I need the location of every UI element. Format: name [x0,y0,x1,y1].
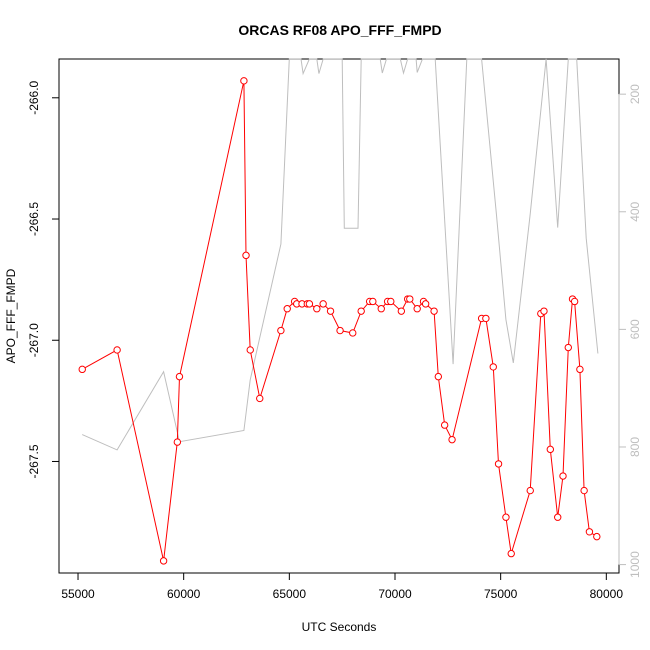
data-point [397,307,406,315]
data-point [430,307,438,315]
data-point [570,297,579,306]
secondary-y-axis: 200 400 600 800 1000 [618,84,642,578]
data-point [349,329,357,337]
data-point [256,394,264,403]
data-point [482,314,490,323]
series-line [81,80,598,562]
secondary-y-tick-label: 600 [628,319,642,339]
x-tick-label: 80000 [590,587,624,601]
data-point [554,513,562,521]
data-point [319,300,327,308]
data-point [357,307,365,315]
data-point [507,549,515,558]
chart-title: ORCAS RF08 APO_FFF_FMPD [238,22,441,38]
secondary-y-tick-label: 200 [628,84,642,104]
y-tick-label: -266.0 [27,80,41,114]
series-layer [78,58,601,565]
y-tick-label: -267.0 [27,323,41,357]
primary-series [78,77,601,565]
data-point [277,326,285,335]
data-point [540,307,548,315]
data-point [173,438,182,446]
x-tick-label: 55000 [61,587,95,601]
data-point [526,486,534,495]
data-point [576,365,584,374]
data-point [305,300,314,308]
x-axis-label: UTC Seconds [302,620,377,634]
data-point [440,421,449,429]
x-axis: 55000 60000 65000 70000 75000 80000 [61,572,624,601]
secondary-y-tick-label: 400 [628,201,642,221]
data-point [283,305,291,313]
y-axis-label: APO_FFF_FMPD [4,268,18,363]
secondary-y-tick-label: 800 [628,437,642,457]
data-point [546,445,555,454]
data-point [559,472,567,480]
data-point [113,346,121,354]
data-point [175,372,184,381]
data-point [240,77,248,85]
data-point [159,557,168,565]
series-line [81,58,599,451]
data-point [585,528,594,536]
data-point [421,300,430,308]
x-tick-label: 70000 [378,587,412,601]
y-tick-label: -266.5 [27,202,41,236]
y-tick-label: -267.5 [27,444,41,478]
data-point [313,305,321,313]
data-point [377,305,385,313]
data-point [336,326,344,335]
data-point [494,460,503,468]
secondary-y-tick-label: 1000 [628,551,642,578]
x-tick-label: 75000 [484,587,518,601]
data-point [246,346,254,354]
y-axis: -266.0 -266.5 -267.0 -267.5 [27,80,60,478]
data-point [387,297,395,306]
x-tick-label: 65000 [273,587,307,601]
data-point [413,305,421,313]
data-point [564,343,572,352]
data-point [489,363,497,371]
data-point [369,297,377,306]
secondary-series [81,58,599,451]
data-point [434,372,443,381]
data-point [78,365,86,374]
data-point [593,532,601,541]
x-tick-label: 60000 [167,587,201,601]
data-point [326,307,335,315]
data-point [580,486,588,495]
data-point [406,295,414,303]
data-point [448,435,456,444]
data-point [242,251,250,260]
data-point [502,513,510,521]
